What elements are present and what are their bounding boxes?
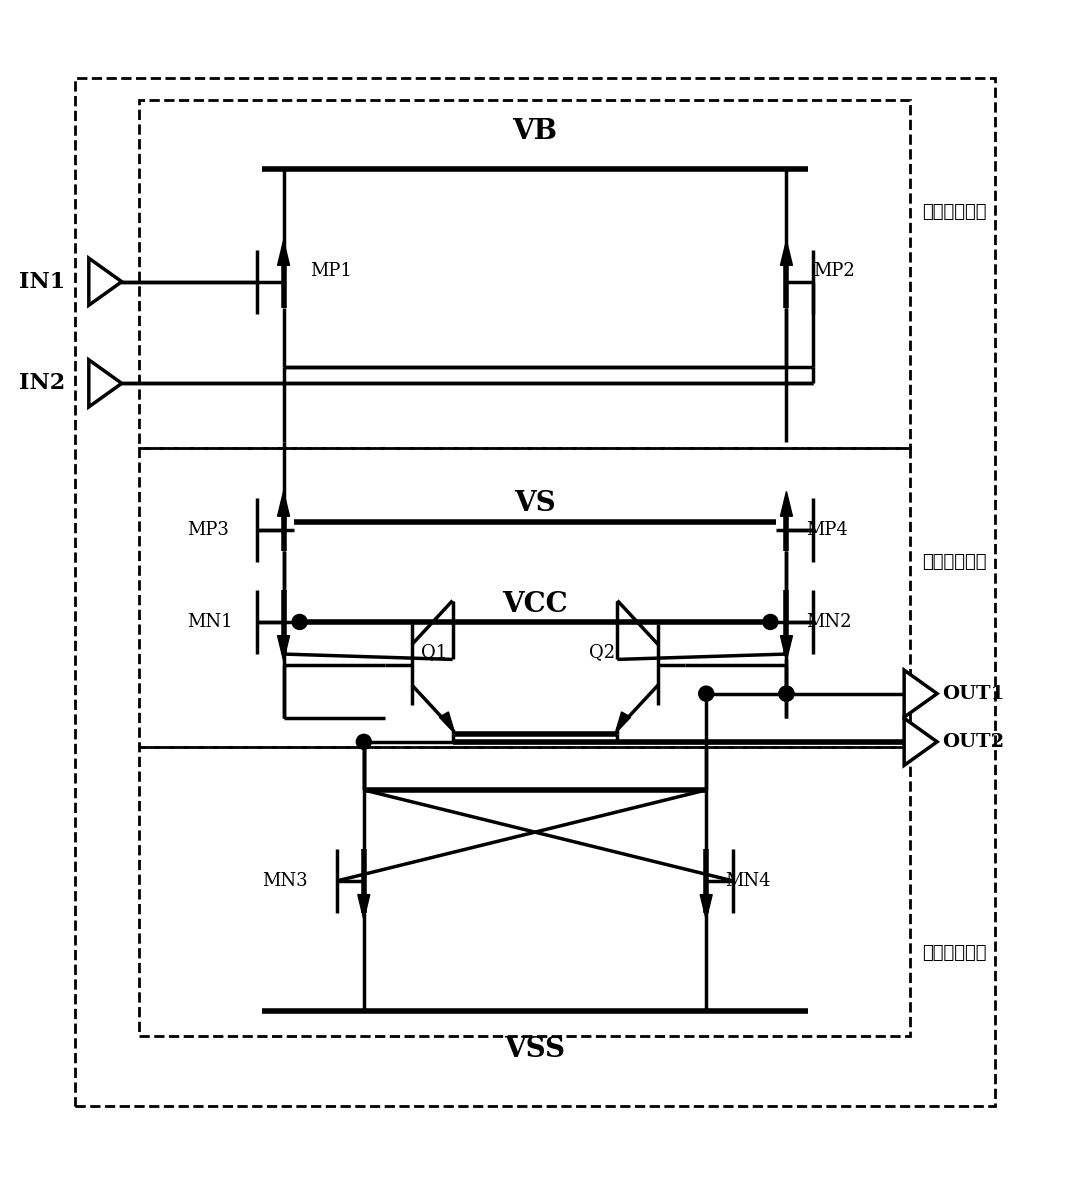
Text: 共栅耐压电路: 共栅耐压电路 [922,553,987,571]
Bar [75,78,995,1106]
Circle shape [356,734,371,749]
Text: VCC: VCC [502,591,568,618]
Text: OUT1: OUT1 [943,684,1005,702]
Bar [139,448,910,747]
Bar [139,747,910,1036]
Polygon shape [277,240,290,265]
Polygon shape [89,360,122,407]
Bar [139,99,910,448]
Polygon shape [780,240,793,265]
Circle shape [292,614,307,630]
Text: 高侧输入网络: 高侧输入网络 [922,204,987,221]
Polygon shape [277,491,290,516]
Text: MP3: MP3 [187,521,229,539]
Text: IN2: IN2 [19,372,65,394]
Text: MN4: MN4 [725,871,771,890]
Text: OUT2: OUT2 [943,733,1005,751]
Text: VSS: VSS [504,1036,566,1063]
Text: MP4: MP4 [806,521,847,539]
Text: VS: VS [515,490,555,517]
Polygon shape [277,636,290,661]
Text: Q1: Q1 [421,643,447,661]
Text: MP1: MP1 [310,262,352,279]
Text: MN2: MN2 [806,613,852,631]
Circle shape [779,687,794,701]
Polygon shape [904,719,937,765]
Text: IN1: IN1 [19,271,65,292]
Circle shape [779,687,794,701]
Polygon shape [89,258,122,305]
Text: MP2: MP2 [813,262,855,279]
Text: Q2: Q2 [588,643,614,661]
Text: 低侧锁存电路: 低侧锁存电路 [922,944,987,961]
Text: VB: VB [513,117,557,144]
Polygon shape [780,636,793,661]
Circle shape [763,614,778,630]
Polygon shape [615,712,630,733]
Polygon shape [357,895,370,920]
Polygon shape [700,895,713,920]
Polygon shape [440,712,455,733]
Polygon shape [904,670,937,718]
Text: MN1: MN1 [187,613,233,631]
Polygon shape [780,491,793,516]
Text: MN3: MN3 [262,871,308,890]
Circle shape [699,687,714,701]
